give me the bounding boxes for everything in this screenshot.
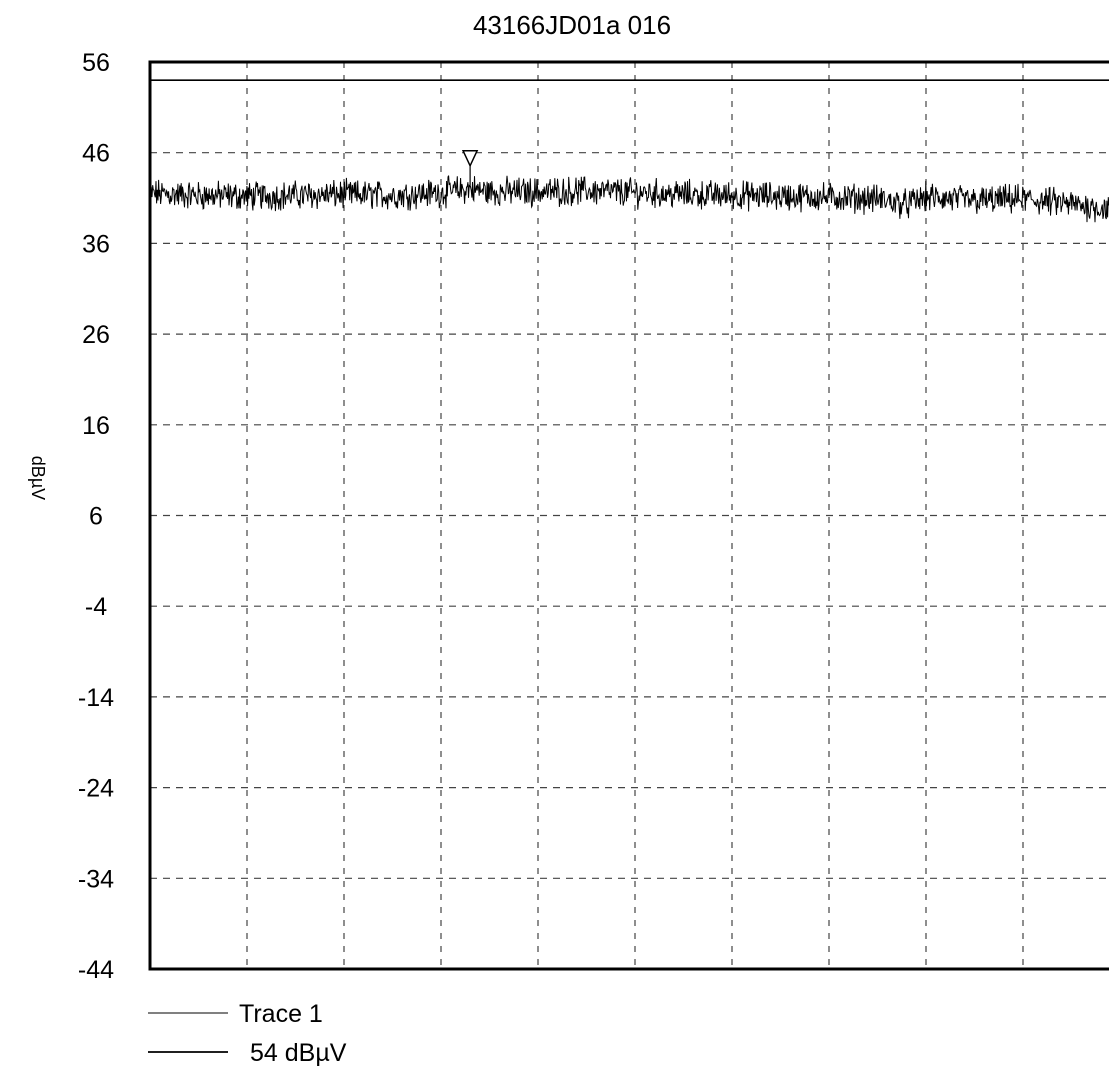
y-tick-label: 16 [82,412,110,440]
y-tick-label: 56 [82,49,110,77]
y-tick-label: -24 [78,775,114,803]
marker-triangle-icon [461,150,479,168]
y-tick-label: -44 [78,956,114,984]
y-tick-label: 46 [82,140,110,168]
y-tick-label: 26 [82,321,110,349]
y-tick-label: 6 [89,503,103,531]
y-tick-label: 36 [82,230,110,258]
y-tick-label: -14 [78,684,114,712]
chart-title: 43166JD01a 016 [473,10,671,40]
legend: Trace 1 54 dBµV [148,1000,347,1067]
marker-layer [461,150,479,188]
y-tick-labels: 56 46 36 26 16 6 -4 -14 -24 -34 -44 [78,49,114,984]
grid-lines [150,62,1109,969]
y-tick-label: -34 [78,865,114,893]
legend-label-54dbuv: 54 dBµV [250,1039,347,1067]
y-tick-label: -4 [85,593,107,621]
legend-label-trace-1: Trace 1 [239,1000,323,1028]
series-layer [149,79,1109,223]
y-axis-label: dBµV [28,456,48,500]
trace-1-line [149,175,1109,223]
plot-frame [148,60,1109,971]
